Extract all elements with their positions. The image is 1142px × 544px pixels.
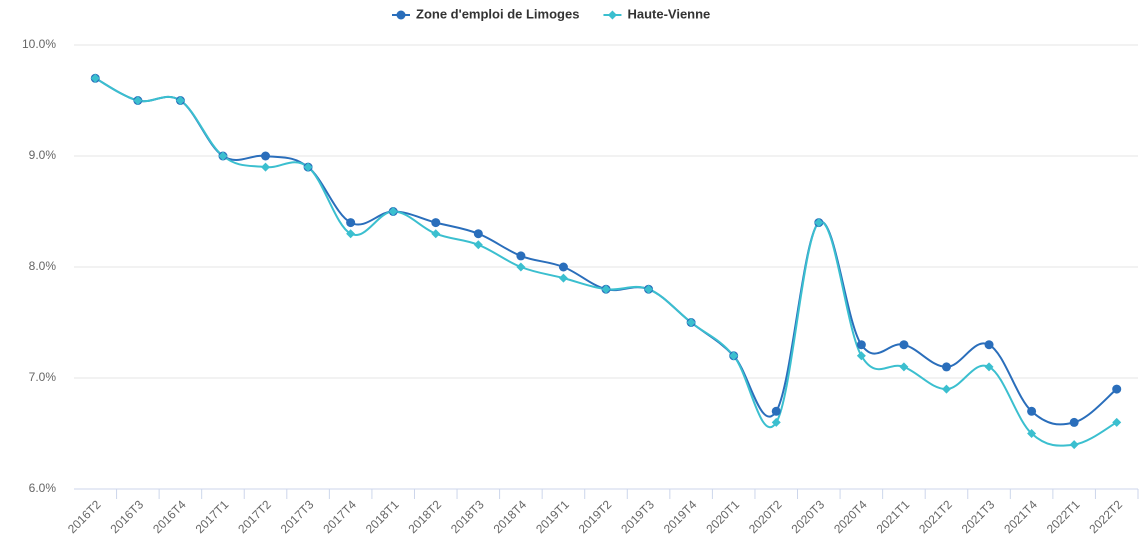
x-tick-label: 2021T4 bbox=[1001, 497, 1040, 536]
point-marker bbox=[558, 262, 568, 272]
y-tick-label: 10.0% bbox=[22, 37, 56, 51]
x-tick-label: 2020T2 bbox=[746, 497, 785, 536]
point-marker bbox=[1112, 417, 1122, 427]
y-tick-label: 6.0% bbox=[29, 481, 57, 495]
y-tick-label: 8.0% bbox=[29, 259, 57, 273]
point-marker bbox=[984, 340, 994, 350]
point-marker bbox=[261, 162, 271, 172]
x-tick-label: 2018T4 bbox=[491, 497, 530, 536]
y-tick-label: 9.0% bbox=[29, 148, 57, 162]
point-marker bbox=[388, 207, 398, 216]
point-marker bbox=[133, 96, 143, 105]
legend-marker bbox=[396, 10, 406, 20]
x-tick-label: 2018T2 bbox=[405, 497, 444, 536]
point-marker bbox=[686, 318, 696, 327]
x-tick-label: 2021T2 bbox=[916, 497, 955, 536]
point-marker bbox=[516, 251, 526, 261]
x-tick-label: 2018T3 bbox=[448, 497, 487, 536]
point-marker bbox=[175, 96, 185, 105]
series-line bbox=[94, 77, 1118, 447]
point-marker bbox=[771, 417, 781, 427]
x-tick-label: 2016T4 bbox=[150, 497, 189, 536]
point-marker bbox=[90, 73, 100, 83]
point-marker bbox=[516, 262, 526, 272]
x-tick-label: 2019T4 bbox=[661, 497, 700, 536]
x-tick-label: 2017T1 bbox=[193, 497, 232, 536]
point-marker bbox=[473, 229, 483, 239]
x-tick-label: 2020T1 bbox=[703, 497, 742, 536]
legend-item: Zone d'emploi de Limoges bbox=[392, 6, 579, 21]
point-marker bbox=[1027, 429, 1037, 438]
point-marker bbox=[346, 229, 356, 239]
x-tick-label: 2022T1 bbox=[1044, 497, 1083, 536]
x-tick-label: 2021T3 bbox=[959, 497, 998, 536]
x-tick-label: 2019T1 bbox=[533, 497, 572, 536]
point-marker bbox=[1112, 384, 1122, 394]
point-marker bbox=[771, 406, 781, 416]
x-tick-label: 2017T4 bbox=[320, 497, 359, 536]
point-marker bbox=[1027, 406, 1037, 416]
x-tick-label: 2020T3 bbox=[788, 497, 827, 536]
point-marker bbox=[899, 340, 909, 350]
point-marker bbox=[644, 284, 654, 294]
point-marker bbox=[814, 218, 824, 228]
point-marker bbox=[218, 151, 228, 161]
x-tick-label: 2017T3 bbox=[278, 497, 317, 536]
x-tick-label: 2017T2 bbox=[235, 497, 274, 536]
x-tick-label: 2022T2 bbox=[1086, 497, 1125, 536]
x-tick-label: 2021T1 bbox=[874, 497, 913, 536]
point-marker bbox=[856, 351, 866, 361]
x-tick-label: 2019T3 bbox=[618, 497, 657, 536]
legend-label: Haute-Vienne bbox=[627, 6, 710, 21]
legend-label: Zone d'emploi de Limoges bbox=[416, 6, 579, 21]
point-marker bbox=[601, 284, 611, 294]
point-marker bbox=[473, 240, 483, 250]
x-tick-label: 2018T1 bbox=[363, 497, 402, 536]
y-tick-label: 7.0% bbox=[29, 370, 57, 384]
point-marker bbox=[431, 218, 441, 228]
x-tick-label: 2016T3 bbox=[108, 497, 147, 536]
legend-item: Haute-Vienne bbox=[603, 6, 710, 21]
point-marker bbox=[1069, 417, 1079, 427]
legend-marker bbox=[607, 10, 617, 20]
point-marker bbox=[261, 151, 271, 161]
point-marker bbox=[899, 362, 909, 372]
point-marker bbox=[729, 351, 739, 361]
x-tick-label: 2019T2 bbox=[576, 497, 615, 536]
x-tick-label: 2016T2 bbox=[65, 497, 104, 536]
series-line bbox=[94, 77, 1118, 426]
point-marker bbox=[941, 362, 951, 372]
point-marker bbox=[431, 229, 441, 239]
point-marker bbox=[856, 340, 866, 350]
point-marker bbox=[1069, 440, 1079, 450]
point-marker bbox=[346, 218, 356, 228]
legend: Zone d'emploi de Limoges Haute-Vienne bbox=[392, 6, 710, 21]
point-marker bbox=[984, 362, 994, 372]
point-marker bbox=[941, 384, 951, 394]
point-marker bbox=[303, 162, 313, 172]
point-marker bbox=[558, 273, 568, 283]
x-tick-label: 2020T4 bbox=[831, 497, 870, 536]
